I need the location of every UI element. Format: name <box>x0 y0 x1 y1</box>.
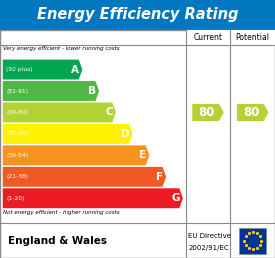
Bar <box>0 30 275 258</box>
Polygon shape <box>3 124 133 144</box>
Bar <box>186 30 275 45</box>
Text: B: B <box>88 86 96 96</box>
Text: Current: Current <box>194 33 222 42</box>
Polygon shape <box>192 104 224 121</box>
Text: (69-80): (69-80) <box>6 110 28 115</box>
Polygon shape <box>237 104 268 121</box>
Polygon shape <box>3 146 149 165</box>
Text: Very energy efficient - lower running costs: Very energy efficient - lower running co… <box>3 46 119 51</box>
Text: (92 plus): (92 plus) <box>6 67 33 72</box>
Text: D: D <box>121 129 130 139</box>
Text: 80: 80 <box>243 106 260 119</box>
Text: (1-20): (1-20) <box>6 196 24 201</box>
Bar <box>239 228 266 254</box>
Text: (81-91): (81-91) <box>6 88 28 93</box>
Text: Energy Efficiency Rating: Energy Efficiency Rating <box>37 7 238 22</box>
Polygon shape <box>3 102 116 122</box>
Text: England & Wales: England & Wales <box>8 236 107 246</box>
Text: A: A <box>72 64 79 75</box>
Text: G: G <box>172 193 180 203</box>
Text: 80: 80 <box>199 106 215 119</box>
Text: E: E <box>139 150 147 160</box>
Text: C: C <box>105 107 113 117</box>
Polygon shape <box>3 188 183 208</box>
Polygon shape <box>3 167 166 187</box>
Text: F: F <box>156 172 163 182</box>
Text: (55-68): (55-68) <box>6 131 28 136</box>
Bar <box>0 0 275 30</box>
Text: (39-54): (39-54) <box>6 153 28 158</box>
Polygon shape <box>3 60 82 79</box>
Text: Not energy efficient - higher running costs: Not energy efficient - higher running co… <box>3 210 119 215</box>
Polygon shape <box>3 81 99 101</box>
Text: Potential: Potential <box>236 33 270 42</box>
Text: 2002/91/EC: 2002/91/EC <box>188 245 229 251</box>
Text: (21-38): (21-38) <box>6 174 28 179</box>
Text: EU Directive: EU Directive <box>188 233 231 239</box>
